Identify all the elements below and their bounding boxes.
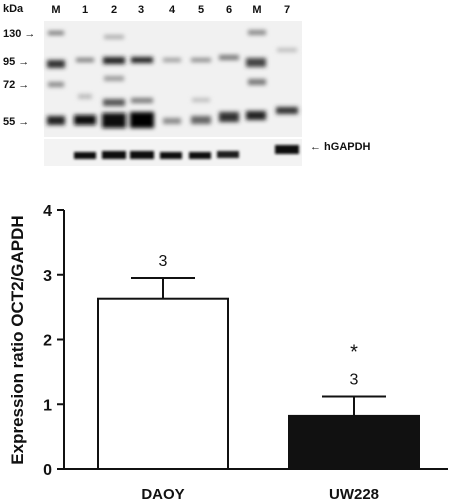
western-blot-panel: kDa 130 → 95 → 72 → 55 → M 1 2 3 4 5 6 M… [0, 0, 454, 170]
lane-label-m2: M [252, 4, 262, 16]
y-tick-label-0: 0 [43, 462, 52, 479]
n-label-uw228: 3 [350, 371, 359, 388]
bar-daoy [97, 297, 229, 470]
lane-label-3: 3 [137, 4, 145, 16]
kda-label: kDa [3, 3, 24, 15]
significance-uw228: * [350, 341, 358, 363]
lane-label-m: M [51, 4, 61, 16]
category-label-daoy: DAOY [141, 486, 184, 503]
marker-label-95: 95 → [3, 56, 30, 68]
lane-label-7: 7 [283, 4, 291, 16]
marker-label-130: 130 → [3, 28, 36, 40]
lane-label-5: 5 [197, 4, 205, 16]
lane-label-6: 6 [225, 4, 233, 16]
y-tick-label-4: 4 [43, 203, 52, 220]
lane-label-2: 2 [110, 4, 118, 16]
n-label-daoy: 3 [159, 253, 168, 270]
gapdh-label: ← hGAPDH [310, 141, 371, 153]
marker-label-72: 72 → [3, 79, 30, 91]
blot-image [44, 21, 302, 166]
y-tick-label-2: 2 [43, 333, 52, 350]
lane-label-4: 4 [168, 4, 176, 16]
bar-uw228 [288, 414, 420, 470]
marker-label-55: 55 → [3, 116, 30, 128]
lane-label-1: 1 [81, 4, 89, 16]
y-tick-label-3: 3 [43, 268, 52, 285]
chart-labels: 3 DAOY 3 * UW228 [141, 253, 379, 503]
y-tick-label-1: 1 [43, 397, 52, 414]
category-label-uw228: UW228 [329, 486, 379, 503]
chart-bars [97, 276, 420, 470]
y-axis-label: Expression ratio OCT2/GAPDH [8, 215, 27, 464]
